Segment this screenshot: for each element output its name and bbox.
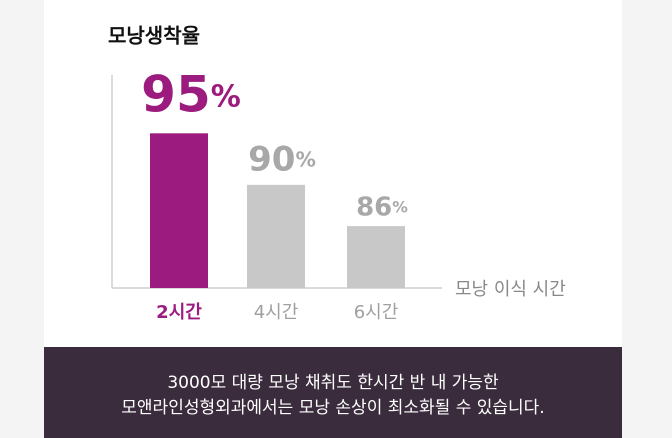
chart-background (44, 0, 622, 347)
x-tick-label: 2시간 (156, 302, 202, 323)
x-tick-label: 4시간 (254, 302, 299, 323)
chart-title: 모낭생착율 (108, 24, 200, 48)
x-tick-label: 6시간 (354, 302, 399, 323)
footer-line: 모앤라인성형외과에서는 모낭 손상이 최소화될 수 있습니다. (121, 398, 544, 418)
footer-band (44, 347, 622, 438)
value-label: 90% (248, 139, 316, 179)
footer-line: 3000모 대량 모낭 채취도 한시간 반 내 가능한 (167, 373, 499, 393)
value-label: 86% (356, 192, 408, 222)
value-label: 95% (141, 65, 241, 123)
x-axis-label: 모낭 이식 시간 (455, 279, 566, 300)
bar (347, 226, 405, 288)
bar (247, 184, 305, 288)
bar (150, 133, 208, 288)
